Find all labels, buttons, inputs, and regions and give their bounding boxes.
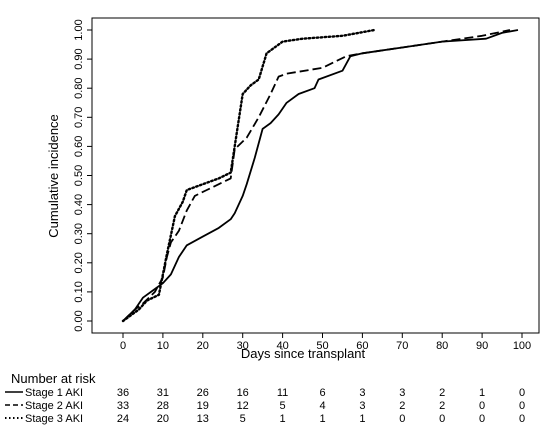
risk-count: 0 <box>439 413 445 425</box>
risk-count: 0 <box>479 400 485 412</box>
risk-count: 0 <box>479 413 485 425</box>
y-tick-label: 0.60 <box>73 136 85 157</box>
y-axis-label: Cumulative incidence <box>46 114 61 238</box>
x-tick-label: 0 <box>120 340 126 352</box>
risk-count: 0 <box>519 413 525 425</box>
risk-row-label: Stage 3 AKI <box>25 413 83 425</box>
risk-count: 5 <box>280 400 286 412</box>
risk-row-label: Stage 1 AKI <box>25 387 83 399</box>
risk-count: 13 <box>197 413 209 425</box>
risk-count: 24 <box>117 413 129 425</box>
risk-count: 12 <box>237 400 249 412</box>
risk-count: 1 <box>319 413 325 425</box>
x-tick-label: 80 <box>436 340 448 352</box>
risk-count: 5 <box>240 413 246 425</box>
plot-axes: 0 10 20 30 40 50 60 70 80 90 100 0.00 0.10 0.20 0.30 0.… <box>73 17 540 352</box>
series-line-stage-3-aki <box>121 28 376 323</box>
risk-count: 4 <box>319 400 325 412</box>
risk-count: 3 <box>359 387 365 399</box>
y-tick-label: 0.20 <box>73 252 85 273</box>
y-tick-label: 0.80 <box>73 77 85 98</box>
risk-count: 2 <box>399 400 405 412</box>
risk-count: 3 <box>359 400 365 412</box>
x-tick-label: 10 <box>157 340 169 352</box>
risk-table-title: Number at risk <box>11 371 96 386</box>
risk-count: 6 <box>319 387 325 399</box>
series-line-stage-1-aki <box>122 29 519 322</box>
risk-count: 19 <box>197 400 209 412</box>
risk-count: 2 <box>439 400 445 412</box>
risk-count: 33 <box>117 400 129 412</box>
y-tick-label: 0.90 <box>73 48 85 69</box>
series-line-stage-2-aki <box>122 29 511 322</box>
risk-count: 0 <box>399 413 405 425</box>
risk-count: 0 <box>519 387 525 399</box>
y-tick-label: 0.40 <box>73 194 85 215</box>
risk-count: 1 <box>280 413 286 425</box>
risk-count: 0 <box>519 400 525 412</box>
y-tick-label: 0.00 <box>73 310 85 331</box>
y-tick-label: 0.10 <box>73 281 85 302</box>
x-tick-label: 30 <box>237 340 249 352</box>
y-tick-label: 0.50 <box>73 165 85 186</box>
risk-count: 31 <box>157 387 169 399</box>
y-tick-label: 0.70 <box>73 107 85 128</box>
risk-count: 1 <box>479 387 485 399</box>
y-tick-label: 1.00 <box>73 19 85 40</box>
plot-series <box>121 28 519 323</box>
x-tick-label: 50 <box>316 340 328 352</box>
risk-count: 36 <box>117 387 129 399</box>
risk-count: 3 <box>399 387 405 399</box>
risk-count: 16 <box>237 387 249 399</box>
risk-row-label: Stage 2 AKI <box>25 400 83 412</box>
x-tick-label: 90 <box>476 340 488 352</box>
risk-count: 1 <box>359 413 365 425</box>
risk-count: 20 <box>157 413 169 425</box>
risk-table: Number at risk Stage 1 AKI 36 31 26 16 11 6 3 3 2… <box>5 371 525 425</box>
x-axis-label: Days since transplant <box>241 346 366 361</box>
risk-count: 2 <box>439 387 445 399</box>
x-tick-label: 40 <box>276 340 288 352</box>
x-tick-label: 70 <box>396 340 408 352</box>
y-tick-label: 0.30 <box>73 223 85 244</box>
risk-count: 28 <box>157 400 169 412</box>
x-tick-label: 60 <box>356 340 368 352</box>
x-tick-label: 100 <box>513 340 531 352</box>
x-tick-label: 20 <box>197 340 209 352</box>
risk-count: 11 <box>277 387 288 399</box>
risk-count: 26 <box>197 387 209 399</box>
